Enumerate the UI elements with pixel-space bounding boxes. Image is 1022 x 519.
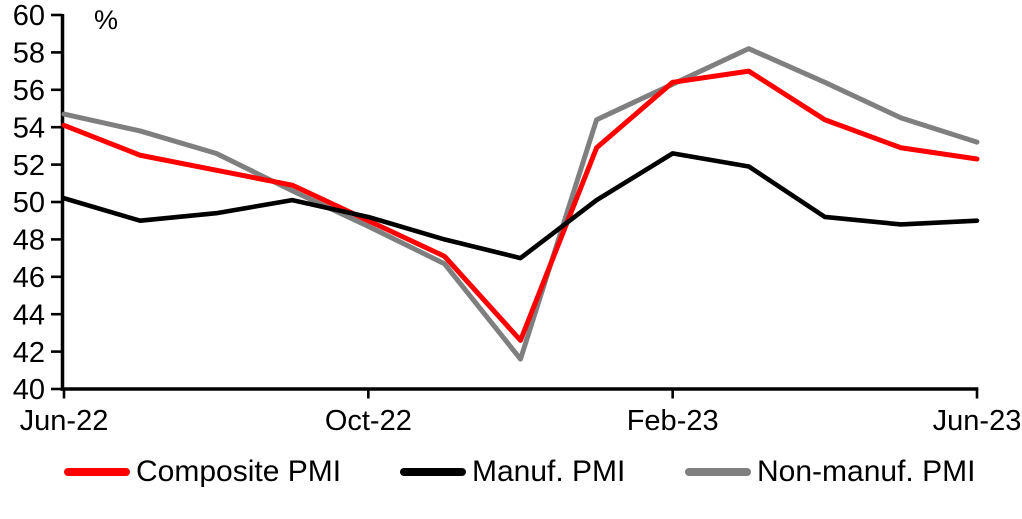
- non-manuf-pmi-line-swatch: [685, 468, 751, 476]
- y-tick-label: 50: [13, 187, 45, 219]
- x-tick-label: Feb-23: [627, 405, 719, 437]
- x-tick-label: Jun-22: [20, 405, 109, 437]
- series-line-composite-pmi: [61, 68, 980, 343]
- legend-label-composite-pmi: Composite PMI: [136, 455, 342, 488]
- legend-label-non-manuf-pmi: Non-manuf. PMI: [757, 455, 976, 488]
- plot-area: % 40 42 44 46 48 50 52 54 56 58 60 Jun-22 Oct-22 Feb-…: [13, 0, 1022, 437]
- y-tick-label: 52: [13, 150, 45, 182]
- legend: Composite PMI Manuf. PMI Non-manuf. PMI: [0, 452, 1022, 492]
- composite-pmi-line-swatch: [64, 468, 130, 476]
- x-tick-label: Oct-22: [325, 405, 412, 437]
- y-tick-label: 48: [13, 225, 45, 257]
- x-tick-label: Jun-23: [933, 405, 1022, 437]
- legend-item-non-manuf-pmi: Non-manuf. PMI: [685, 452, 975, 492]
- y-tick-label: 58: [13, 38, 45, 70]
- y-axis-unit-label: %: [94, 5, 118, 35]
- y-tick-label: 44: [13, 299, 45, 331]
- y-tick-label: 40: [13, 374, 45, 406]
- y-tick-label: 42: [13, 337, 45, 369]
- legend-item-composite-pmi: Composite PMI: [64, 452, 341, 492]
- y-tick-label: 60: [13, 0, 45, 32]
- legend-label-manuf-pmi: Manuf. PMI: [472, 455, 626, 488]
- legend-item-manuf-pmi: Manuf. PMI: [400, 452, 625, 492]
- series-line-non-manuf-pmi: [61, 46, 980, 362]
- series-line-manuf-pmi: [61, 151, 980, 261]
- y-tick-label: 56: [13, 75, 45, 107]
- manuf-pmi-line-swatch: [400, 468, 466, 476]
- y-tick-label: 54: [13, 112, 45, 144]
- y-tick-label: 46: [13, 262, 45, 294]
